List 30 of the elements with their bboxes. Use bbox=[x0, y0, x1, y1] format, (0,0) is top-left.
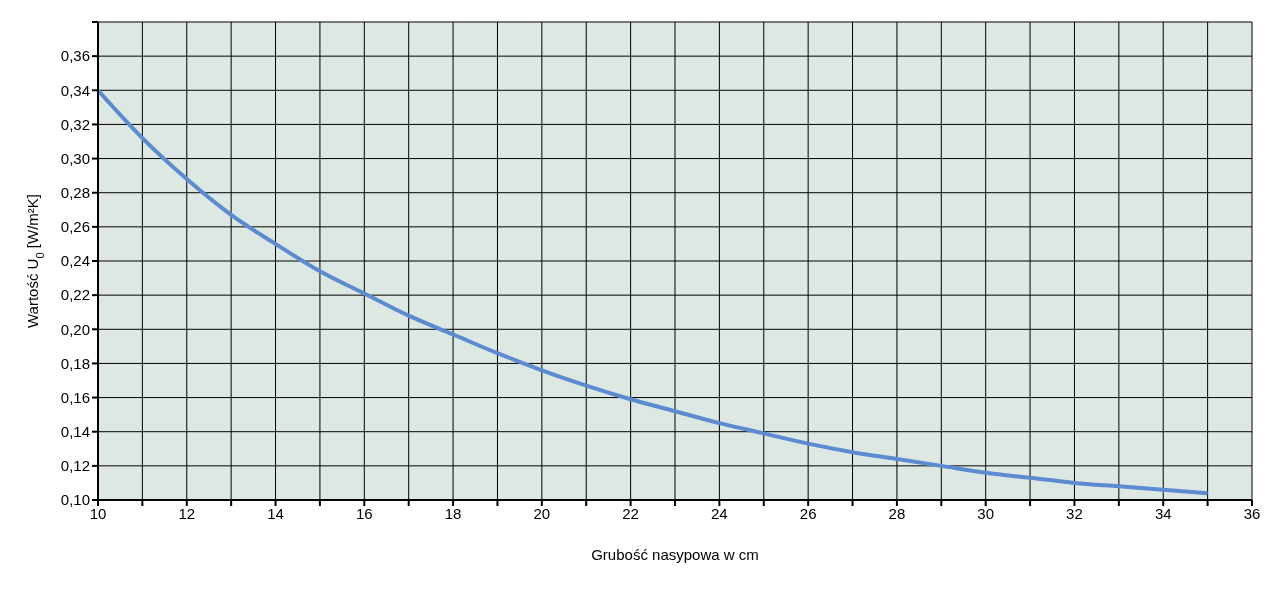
x-tick-label: 32 bbox=[1066, 504, 1083, 522]
x-tick-label: 30 bbox=[977, 504, 995, 522]
y-tick-label: 0,14 bbox=[60, 423, 90, 441]
x-tick-label: 22 bbox=[622, 504, 639, 522]
x-tick-label: 34 bbox=[1154, 504, 1172, 522]
x-tick-label: 24 bbox=[711, 504, 728, 522]
x-tick-label: 36 bbox=[1243, 504, 1261, 522]
y-tick-label: 0,34 bbox=[60, 81, 90, 99]
y-tick-label: 0,32 bbox=[60, 115, 90, 133]
x-axis-title: Grubość nasypowa w cm bbox=[591, 546, 759, 563]
x-tick-label: 12 bbox=[178, 504, 196, 522]
y-tick-label: 0,28 bbox=[60, 184, 90, 202]
line-series bbox=[98, 88, 1210, 496]
y-tick-label: 0,10 bbox=[60, 491, 90, 509]
x-tick-label: 14 bbox=[267, 504, 284, 522]
x-tick-label: 18 bbox=[444, 504, 462, 522]
x-tick-label: 16 bbox=[355, 504, 373, 522]
y-tick-label: 0,26 bbox=[60, 218, 90, 236]
y-tick-label: 0,24 bbox=[60, 252, 90, 270]
x-tick-label: 28 bbox=[888, 504, 906, 522]
x-tick-label: 10 bbox=[89, 504, 107, 522]
y-tick-label: 0,36 bbox=[60, 47, 90, 65]
y-tick-label: 0,12 bbox=[60, 457, 90, 475]
y-tick-label: 0,18 bbox=[60, 354, 90, 372]
y-tick-label: 0,16 bbox=[60, 388, 90, 406]
y-tick-label: 0,30 bbox=[60, 149, 90, 167]
x-tick-label: 26 bbox=[799, 504, 817, 522]
x-tick-label: 20 bbox=[533, 504, 551, 522]
y-tick-label: 0,22 bbox=[60, 286, 90, 304]
y-tick-label: 0,20 bbox=[60, 320, 90, 338]
